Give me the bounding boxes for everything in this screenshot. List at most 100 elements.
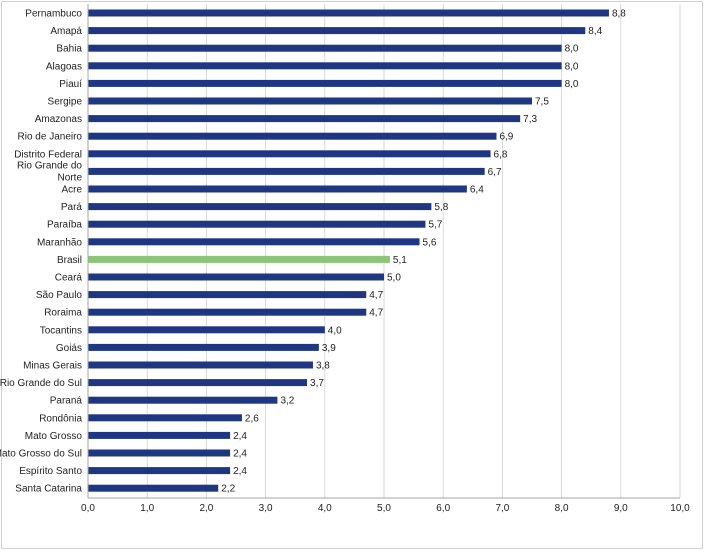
data-label: 8,0: [565, 79, 579, 90]
bar: [88, 79, 562, 87]
bar: [88, 273, 384, 281]
bar: [88, 9, 609, 17]
data-label: 3,8: [316, 361, 330, 372]
data-label: 5,8: [434, 202, 448, 213]
data-label: 5,6: [423, 237, 437, 248]
x-tick-label: 10,0: [670, 503, 690, 514]
category-label: Tocantins: [40, 325, 82, 336]
x-tick-label: 5,0: [377, 503, 391, 514]
category-label: Distrito Federal: [14, 149, 82, 160]
data-label: 2,4: [233, 431, 247, 442]
category-label: Paraíba: [47, 220, 82, 231]
category-label: Bahia: [56, 44, 82, 55]
value-labels: 8,8 8,4 8,0 8,0 8,0 7,5 7,3 6,9 6,8 6,7 6,4 5,8 5,7 5…: [221, 9, 626, 495]
category-labels: Pernambuco Amapá Bahia Alagoas Piauí Sergipe A…: [0, 9, 82, 495]
x-tick-label: 7,0: [495, 503, 509, 514]
data-label: 4,0: [328, 325, 342, 336]
category-label: Santa Catarina: [15, 484, 82, 495]
category-label: Rio Grande do Sul: [0, 378, 82, 389]
data-label: 6,8: [494, 149, 508, 160]
bar: [88, 27, 586, 35]
data-label: 4,7: [369, 308, 383, 319]
bar: [88, 361, 313, 369]
x-tick-label: 1,0: [140, 503, 154, 514]
bar: [88, 431, 231, 439]
category-label-line: Norte: [58, 172, 83, 183]
x-tick-label: 6,0: [436, 503, 450, 514]
bar: [88, 343, 319, 351]
bar: [88, 97, 532, 105]
data-label: 5,0: [387, 273, 401, 284]
data-label: 5,7: [428, 220, 442, 231]
category-label: Maranhão: [37, 237, 82, 248]
x-tick-label: 8,0: [555, 503, 569, 514]
data-label: 3,9: [322, 343, 336, 354]
category-label: Pará: [61, 202, 83, 213]
data-label: 2,2: [221, 484, 235, 495]
bar: [88, 115, 521, 123]
bar: [88, 44, 562, 52]
category-label: Sergipe: [48, 97, 83, 108]
data-label: 8,4: [588, 26, 602, 37]
category-label: Goiás: [56, 343, 82, 354]
bars: [88, 9, 609, 492]
bar: [88, 308, 367, 316]
category-label: Amazonas: [35, 114, 82, 125]
data-label: 2,4: [233, 449, 247, 460]
bar: [88, 379, 308, 387]
category-label: Alagoas: [46, 61, 82, 72]
category-label: Minas Gerais: [23, 361, 82, 372]
bar-highlight: [88, 255, 390, 263]
data-label: 4,7: [369, 290, 383, 301]
bar: [88, 220, 426, 228]
x-tick-label: 0,0: [81, 503, 95, 514]
data-label: 8,8: [612, 9, 626, 20]
bar: [88, 291, 367, 299]
x-axis: 0,0 1,0 2,0 3,0 4,0 5,0 6,0 7,0 8,0 9,0 10,0: [81, 497, 690, 514]
bar: [88, 396, 278, 404]
bar: [88, 238, 420, 246]
category-label-line: Rio Grande do: [17, 160, 82, 171]
data-label: 2,4: [233, 466, 247, 477]
category-label: Roraima: [44, 308, 82, 319]
category-label: Piauí: [59, 79, 82, 90]
category-label: Rio Grande do Norte: [17, 160, 82, 183]
bar: [88, 62, 562, 70]
x-tick-label: 2,0: [199, 503, 213, 514]
data-label: 6,7: [488, 167, 502, 178]
data-label: 6,9: [499, 132, 513, 143]
gridlines: [87, 4, 681, 498]
data-label: 7,3: [523, 114, 537, 125]
data-label: 5,1: [393, 255, 407, 266]
category-label: Espírito Santo: [19, 466, 82, 477]
data-label: 8,0: [565, 44, 579, 55]
category-label: Ceará: [55, 273, 83, 284]
data-label: 8,0: [565, 61, 579, 72]
category-label: Acre: [61, 185, 82, 196]
bar: [88, 167, 485, 175]
bar: [88, 484, 219, 492]
x-tick-label: 3,0: [259, 503, 273, 514]
category-label: Brasil: [57, 255, 82, 266]
bar: [88, 449, 231, 457]
data-label: 7,5: [535, 97, 549, 108]
bar: [88, 150, 491, 158]
category-label: São Paulo: [36, 290, 83, 301]
category-label: Paraná: [50, 396, 83, 407]
data-label: 2,6: [245, 413, 259, 424]
data-label: 3,7: [310, 378, 324, 389]
category-label: Rio de Janeiro: [18, 132, 83, 143]
bar: [88, 414, 242, 422]
data-label: 6,4: [470, 185, 484, 196]
category-label: Rondônia: [39, 413, 82, 424]
bar: [88, 132, 497, 140]
bar: [88, 326, 325, 334]
category-label: Mato Grosso do Sul: [0, 449, 82, 460]
bar: [88, 185, 467, 193]
x-tick-label: 4,0: [318, 503, 332, 514]
category-label: Pernambuco: [25, 9, 82, 20]
bar: [88, 203, 432, 211]
x-tick-label: 9,0: [614, 503, 628, 514]
category-label: Mato Grosso: [25, 431, 83, 442]
